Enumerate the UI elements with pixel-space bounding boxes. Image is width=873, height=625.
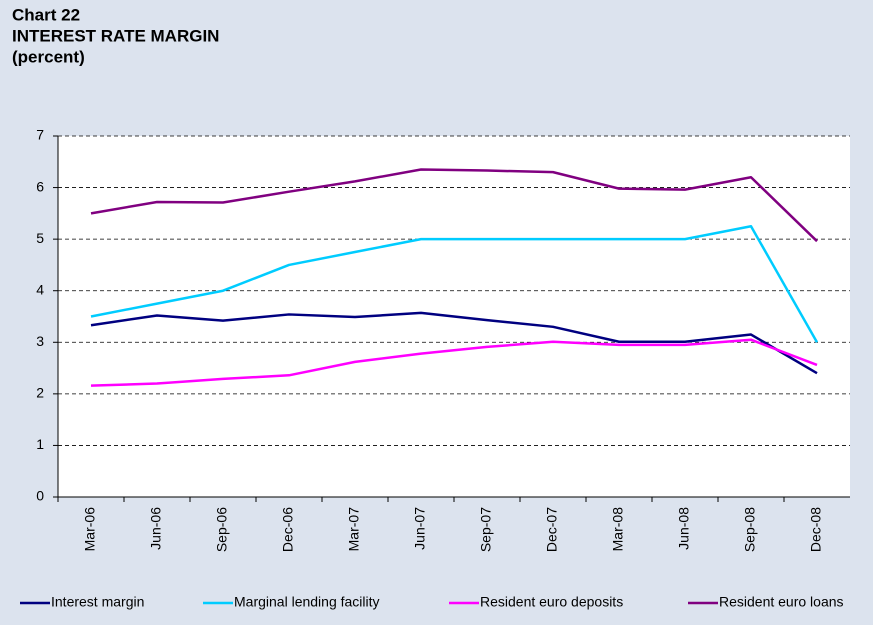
y-tick-label: 3 — [36, 333, 44, 349]
series-line — [90, 311, 818, 375]
y-tick-label: 0 — [36, 488, 44, 504]
legend-label: Resident euro loans — [719, 594, 844, 610]
x-tick-label: Mar-06 — [82, 507, 98, 552]
x-tick-label: Mar-07 — [346, 507, 362, 552]
x-tick-label: Sep-07 — [478, 507, 494, 552]
chart-title: Chart 22 — [12, 5, 80, 24]
chart-subtitle: INTEREST RATE MARGIN — [12, 26, 219, 45]
x-tick-label: Dec-07 — [544, 507, 560, 552]
unit-label: (percent) — [12, 47, 85, 66]
x-tick-label: Jun-06 — [148, 507, 164, 550]
x-tick-label: Sep-08 — [742, 507, 758, 552]
x-tick-label: Dec-06 — [280, 507, 296, 552]
series-line — [90, 225, 819, 343]
legend-label: Marginal lending facility — [234, 594, 380, 610]
y-tick-label: 7 — [36, 127, 44, 143]
y-tick-label: 1 — [36, 436, 44, 452]
series-line — [90, 338, 818, 387]
x-tick-label: Jun-07 — [412, 507, 428, 550]
x-tick-label: Sep-06 — [214, 507, 230, 552]
y-tick-label: 6 — [36, 178, 44, 194]
x-tick-label: Mar-08 — [610, 507, 626, 552]
y-tick-label: 4 — [36, 281, 44, 297]
series-line — [90, 168, 818, 243]
y-tick-label: 2 — [36, 385, 44, 401]
legend-label: Resident euro deposits — [480, 594, 623, 610]
legend-label: Interest margin — [51, 594, 144, 610]
x-tick-label: Jun-08 — [676, 507, 692, 550]
x-tick-label: Dec-08 — [808, 507, 824, 552]
y-tick-label: 5 — [36, 230, 44, 246]
